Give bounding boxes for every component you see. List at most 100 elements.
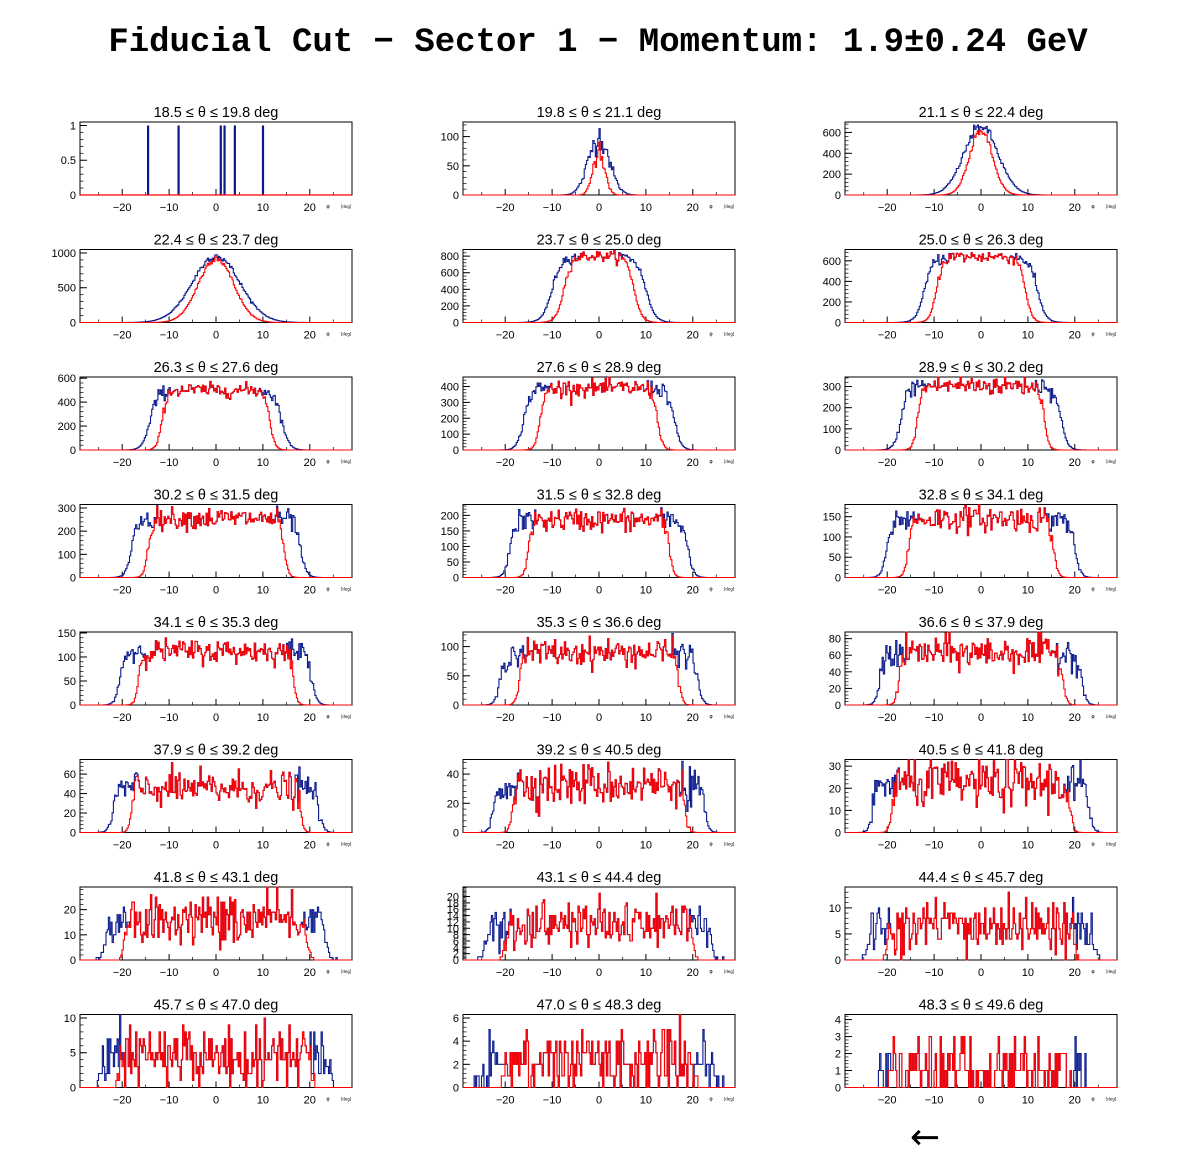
y-tick-label: 200 (441, 510, 459, 522)
x-axis-label: φ (709, 459, 713, 465)
x-tick-label: −20 (878, 585, 897, 597)
red-series-line (80, 886, 352, 961)
y-tick-label: 300 (441, 397, 459, 409)
x-tick-label: −10 (925, 967, 944, 979)
x-tick-label: 0 (213, 1095, 219, 1107)
y-tick-label: 6 (453, 1013, 459, 1025)
y-tick-label: 12 (447, 917, 459, 929)
x-tick-label: 0 (596, 712, 602, 724)
x-axis-label: φ (326, 204, 330, 210)
histogram-panel: 21.1 ≤ θ ≤ 22.4 deg 0 200 400 600 −20 −10 0 10 20… (823, 105, 1118, 214)
red-series-line (80, 256, 352, 324)
y-tick-label: 0 (70, 190, 76, 202)
x-axis-unit: [deg] (724, 204, 735, 209)
blue-series-line (463, 128, 735, 196)
x-tick-label: −20 (878, 967, 897, 979)
y-tick-label: 10 (829, 903, 841, 915)
y-tick-label: 5 (70, 1048, 76, 1060)
histogram-bar (219, 125, 222, 195)
blue-series-line (80, 762, 352, 834)
x-axis-unit: [deg] (724, 842, 735, 847)
y-tick-label: 0 (70, 955, 76, 967)
x-tick-label: −20 (496, 840, 515, 852)
y-tick-label: 4 (453, 1036, 459, 1048)
x-tick-label: 20 (687, 457, 699, 469)
histogram-panel: 48.3 ≤ θ ≤ 49.6 deg 0 1 2 3 4 −20 −10 0 10 20 φ [deg… (835, 998, 1118, 1107)
back-arrow-icon[interactable]: ← (910, 1117, 941, 1158)
y-tick-label: 0 (835, 955, 841, 967)
y-tick-label: 50 (829, 552, 841, 564)
panel-title: 40.5 ≤ θ ≤ 41.8 deg (919, 743, 1044, 759)
y-tick-label: 200 (58, 421, 76, 433)
x-tick-label: −10 (543, 330, 562, 342)
x-axis-unit: [deg] (1106, 1097, 1117, 1102)
x-axis-label: φ (709, 587, 713, 593)
y-tick-label: 20 (64, 808, 76, 820)
red-series-line (845, 891, 1117, 961)
x-tick-label: 10 (640, 457, 652, 469)
y-tick-label: 300 (58, 503, 76, 515)
x-axis-unit: [deg] (1106, 969, 1117, 974)
x-tick-label: −10 (925, 840, 944, 852)
panel-title: 39.2 ≤ θ ≤ 40.5 deg (537, 743, 662, 759)
panel-title: 41.8 ≤ θ ≤ 43.1 deg (154, 870, 279, 886)
x-tick-label: −20 (496, 967, 515, 979)
x-tick-label: 0 (596, 457, 602, 469)
x-tick-label: −20 (496, 585, 515, 597)
y-tick-label: 0 (835, 828, 841, 840)
x-tick-label: 0 (596, 1095, 602, 1107)
x-axis-unit: [deg] (724, 332, 735, 337)
red-series-line (463, 1013, 735, 1089)
x-tick-label: 0 (213, 202, 219, 214)
panel-title: 18.5 ≤ θ ≤ 19.8 deg (154, 105, 279, 121)
histogram-panel: 19.8 ≤ θ ≤ 21.1 deg 0 50 100 −20 −10 0 10 20 φ [de… (441, 105, 736, 214)
x-axis-label: φ (1091, 842, 1095, 848)
y-tick-label: 0 (835, 445, 841, 457)
x-tick-label: 0 (213, 712, 219, 724)
x-tick-label: −10 (925, 330, 944, 342)
x-tick-label: 0 (213, 967, 219, 979)
x-tick-label: −20 (113, 1095, 132, 1107)
x-axis-label: φ (709, 842, 713, 848)
y-tick-label: 60 (64, 769, 76, 781)
red-series-line (80, 637, 352, 706)
x-tick-label: −20 (113, 967, 132, 979)
x-axis-label: φ (1091, 969, 1095, 975)
red-series-line (463, 141, 735, 196)
x-axis-unit: [deg] (341, 204, 352, 209)
x-tick-label: −20 (496, 202, 515, 214)
y-tick-label: 1 (70, 120, 76, 132)
y-tick-label: 100 (823, 532, 841, 544)
x-axis-unit: [deg] (724, 459, 735, 464)
histogram-bar (233, 125, 236, 195)
x-tick-label: 20 (687, 712, 699, 724)
x-tick-label: 0 (596, 840, 602, 852)
x-axis-unit: [deg] (724, 587, 735, 592)
histogram-panel: 31.5 ≤ θ ≤ 32.8 deg 0 50 100 150 200 −20 −10 0 10… (441, 488, 736, 597)
x-tick-label: 10 (1022, 202, 1034, 214)
x-tick-label: 0 (978, 712, 984, 724)
y-tick-label: 80 (829, 634, 841, 646)
y-tick-label: 10 (829, 805, 841, 817)
x-axis-label: φ (709, 1097, 713, 1103)
blue-series-line (463, 633, 735, 706)
y-tick-label: 18 (447, 898, 459, 910)
histogram-panel: 34.1 ≤ θ ≤ 35.3 deg 0 50 100 150 −20 −10 0 10 20 φ… (58, 615, 353, 724)
y-tick-label: 2 (453, 949, 459, 961)
x-axis-label: φ (1091, 714, 1095, 720)
panel-title: 28.9 ≤ θ ≤ 30.2 deg (919, 360, 1044, 376)
red-series-line (845, 631, 1117, 706)
y-tick-label: 0 (453, 318, 459, 330)
red-series-line (845, 504, 1117, 579)
blue-series-line (845, 1036, 1117, 1089)
red-series-line (463, 376, 735, 451)
y-tick-label: 100 (441, 541, 459, 553)
x-tick-label: 0 (978, 330, 984, 342)
plot-frame (844, 121, 1118, 196)
plot-frame (844, 504, 1118, 578)
blue-series-line (845, 376, 1117, 451)
y-tick-label: 8 (453, 930, 459, 942)
y-tick-label: 0 (835, 573, 841, 585)
panel-title: 23.7 ≤ θ ≤ 25.0 deg (537, 233, 662, 249)
x-tick-label: 10 (640, 840, 652, 852)
